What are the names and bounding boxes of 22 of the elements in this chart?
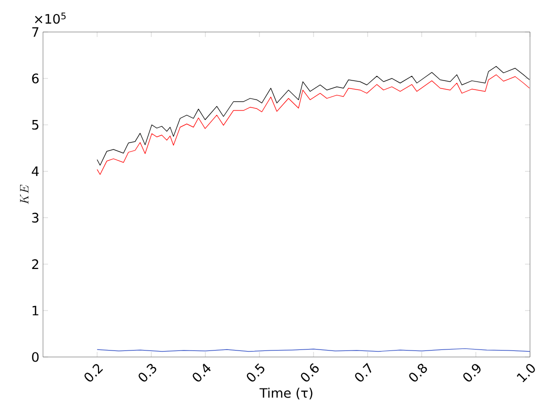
y-tick-label: 4 <box>32 166 39 176</box>
x-tick-label: 0.8 <box>409 364 427 382</box>
y-tick-label: 3 <box>32 212 38 223</box>
text: ×10$^{5}$ <box>34 12 66 24</box>
y-axis-title: $KE$ <box>20 184 28 204</box>
x-tick-label: 0.2 <box>84 364 104 382</box>
y-tick-label: 2 <box>32 259 38 269</box>
x-tick-label: 1.0 <box>516 364 535 382</box>
y-tick-label: 7 <box>32 27 38 37</box>
y-tick-label: 1 <box>32 306 38 316</box>
x-tick-label: 0.7 <box>355 362 372 382</box>
line-series <box>96 74 530 175</box>
y-tick-label: 6 <box>32 74 39 84</box>
y-tick-label: 0 <box>32 352 39 362</box>
line-series <box>96 66 530 166</box>
x-tick-label: 0.4 <box>192 364 211 382</box>
y-tick-label: 5 <box>32 120 38 130</box>
x-tick-label: 0.3 <box>138 364 156 382</box>
x-tick-label: 0.6 <box>300 363 319 382</box>
x-axis-title: Time (τ) <box>260 388 312 400</box>
x-tick-label: 0.9 <box>463 364 481 382</box>
x-tick-label: 0.5 <box>246 363 264 382</box>
